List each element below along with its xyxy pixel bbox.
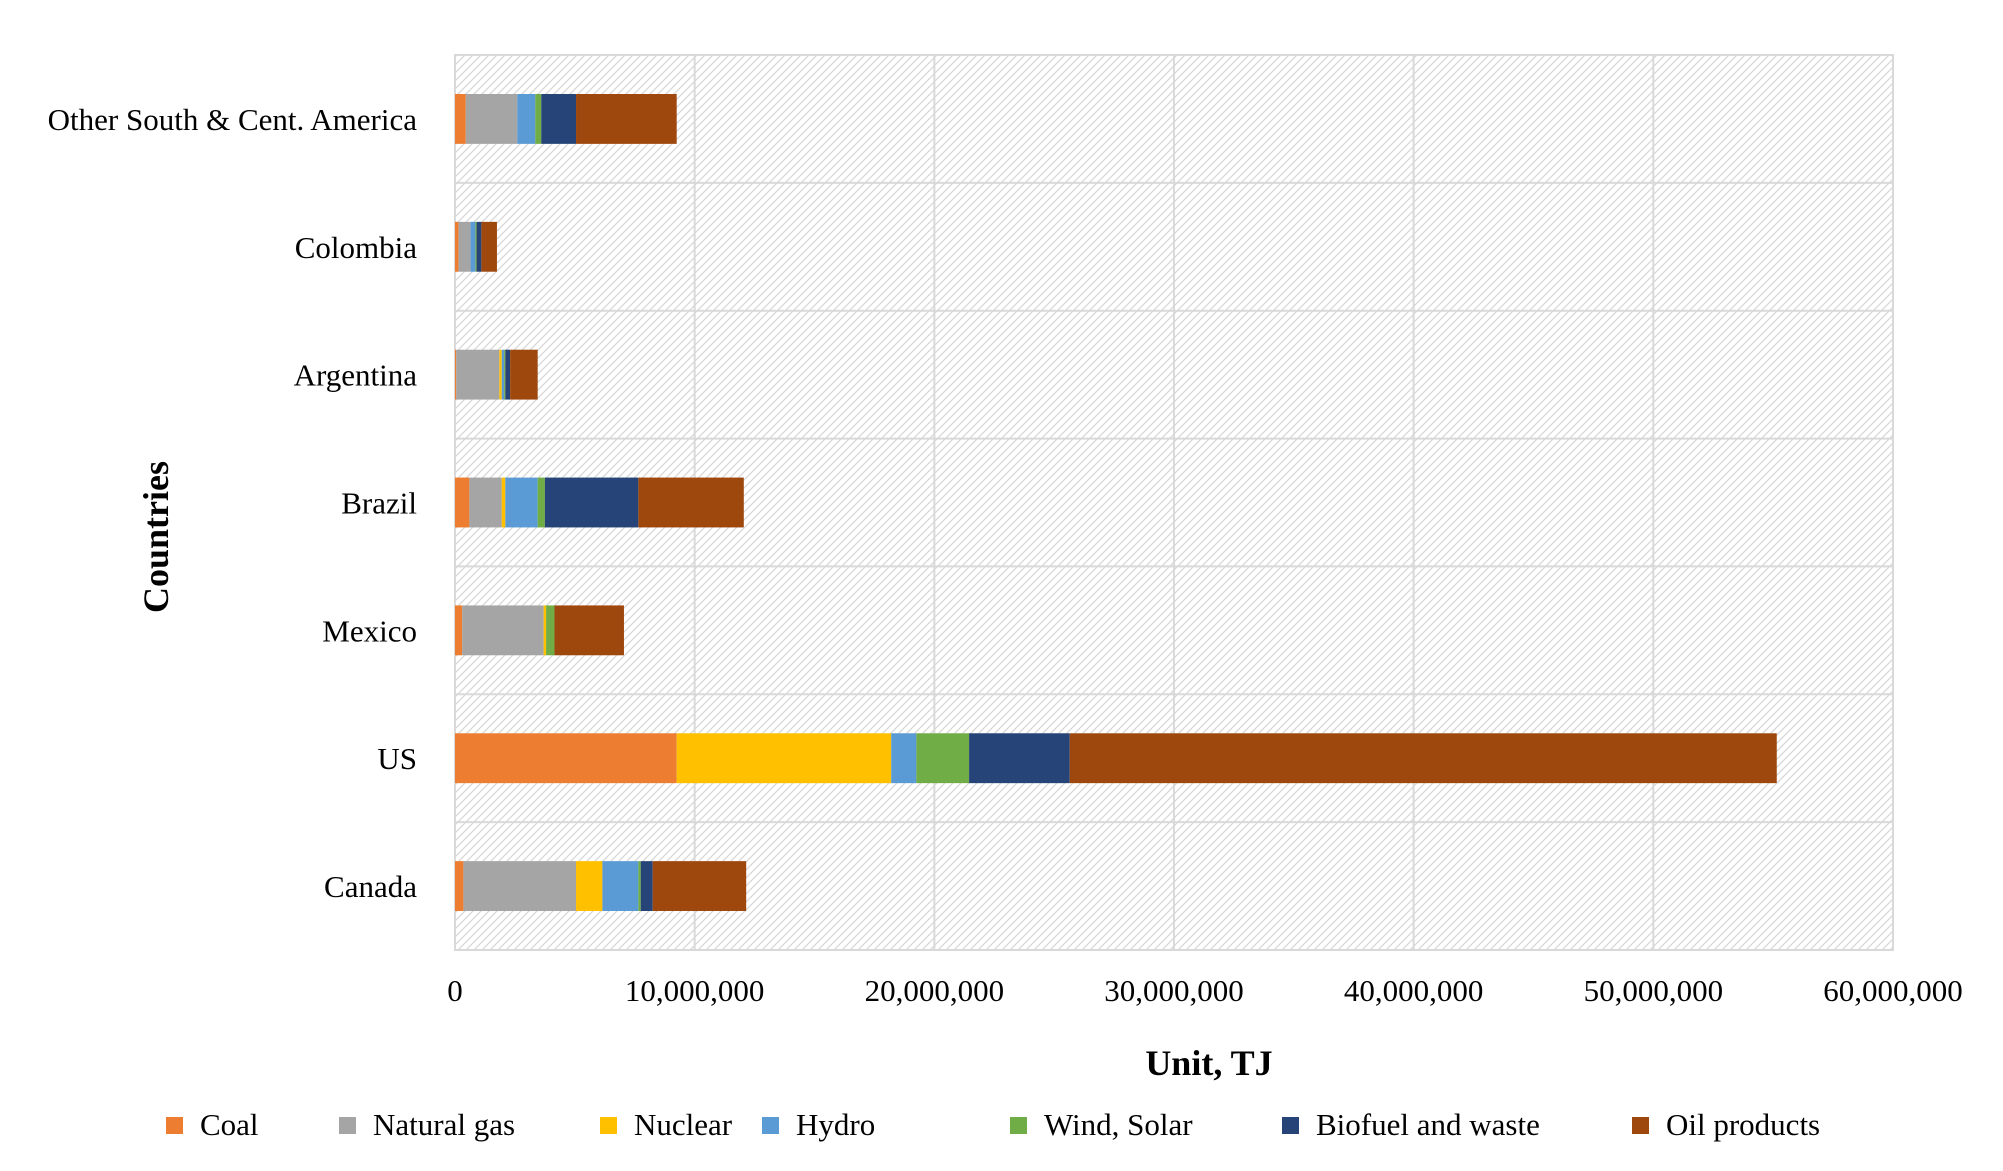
bar-segment	[476, 221, 482, 272]
bar-segment	[638, 861, 641, 912]
legend-swatch	[1632, 1117, 1649, 1134]
category-label: Canada	[324, 869, 417, 904]
x-tick-label: 40,000,000	[1344, 973, 1484, 1008]
bar-segment	[463, 861, 577, 912]
bar-segment	[602, 861, 639, 912]
x-tick-label: 0	[447, 973, 463, 1008]
category-label: Brazil	[341, 486, 417, 521]
x-tick-label: 30,000,000	[1104, 973, 1244, 1008]
legend-label: Natural gas	[373, 1107, 515, 1142]
bar-segment	[541, 93, 577, 144]
legend-swatch	[1282, 1117, 1299, 1134]
bar-segment	[510, 349, 538, 400]
bars	[455, 93, 1777, 912]
legend-label: Coal	[200, 1107, 259, 1142]
gridlines	[455, 55, 1893, 950]
category-label: Mexico	[322, 613, 417, 648]
bar-segment	[469, 477, 502, 528]
legend-label: Oil products	[1666, 1107, 1820, 1142]
legend-label: Hydro	[796, 1107, 875, 1142]
category-label: US	[377, 741, 417, 776]
category-label: Colombia	[295, 230, 418, 265]
legend: Coal Natural gas Nuclear Hydro Wind, Solar Bi…	[166, 1107, 1820, 1142]
bar-segment	[465, 93, 518, 144]
bar-segment	[455, 605, 463, 656]
bar-segment	[969, 733, 1070, 784]
legend-swatch	[762, 1117, 779, 1134]
legend-swatch	[339, 1117, 356, 1134]
bar-segment	[501, 477, 506, 528]
legend-label: Wind, Solar	[1044, 1107, 1193, 1142]
bar-segment	[470, 221, 476, 272]
bar-segment	[475, 221, 477, 272]
bar-segment	[455, 349, 457, 400]
x-tick-label: 60,000,000	[1823, 973, 1963, 1008]
bar-segment	[517, 93, 536, 144]
bar-segment	[535, 93, 542, 144]
bar-segment	[554, 605, 624, 656]
legend-swatch	[1010, 1117, 1027, 1134]
bar-segment	[576, 93, 677, 144]
bar-segment	[455, 733, 677, 784]
x-tick-label: 10,000,000	[625, 973, 765, 1008]
category-label: Argentina	[294, 358, 418, 393]
bar-segment	[576, 861, 603, 912]
bar-segment	[640, 861, 653, 912]
bar-segment	[455, 221, 459, 272]
legend-swatch	[600, 1117, 617, 1134]
bar-segment	[458, 221, 471, 272]
category-labels: Other South & Cent. America Colombia Argen…	[48, 102, 418, 904]
bar-segment	[481, 221, 497, 272]
bar-segment	[544, 477, 639, 528]
bar-segment	[916, 733, 970, 784]
bar-segment	[652, 861, 747, 912]
bar-segment	[455, 861, 464, 912]
legend-swatch	[166, 1117, 183, 1134]
category-label: Other South & Cent. America	[48, 102, 418, 137]
legend-label: Biofuel and waste	[1316, 1107, 1540, 1142]
x-tick-label: 20,000,000	[865, 973, 1005, 1008]
bar-segment	[505, 477, 538, 528]
x-axis-title: Unit, TJ	[1145, 1043, 1272, 1083]
bar-segment	[1069, 733, 1777, 784]
y-axis-title: Countries	[136, 461, 176, 613]
bar-segment	[504, 349, 506, 400]
bar-segment	[462, 605, 544, 656]
legend-label: Nuclear	[634, 1107, 733, 1142]
bar-segment	[499, 349, 502, 400]
bar-segment	[676, 733, 892, 784]
bar-segment	[543, 605, 547, 656]
x-tick-label: 50,000,000	[1584, 973, 1724, 1008]
bar-segment	[638, 477, 744, 528]
bar-segment	[891, 733, 917, 784]
bar-segment	[456, 349, 500, 400]
bar-segment	[505, 349, 511, 400]
bar-segment	[537, 477, 545, 528]
x-tick-labels: 0 10,000,000 20,000,000 30,000,000 40,000,00…	[447, 973, 1963, 1008]
bar-segment	[546, 605, 555, 656]
bar-segment	[501, 349, 505, 400]
bar-segment	[455, 477, 470, 528]
bar-segment	[455, 93, 466, 144]
